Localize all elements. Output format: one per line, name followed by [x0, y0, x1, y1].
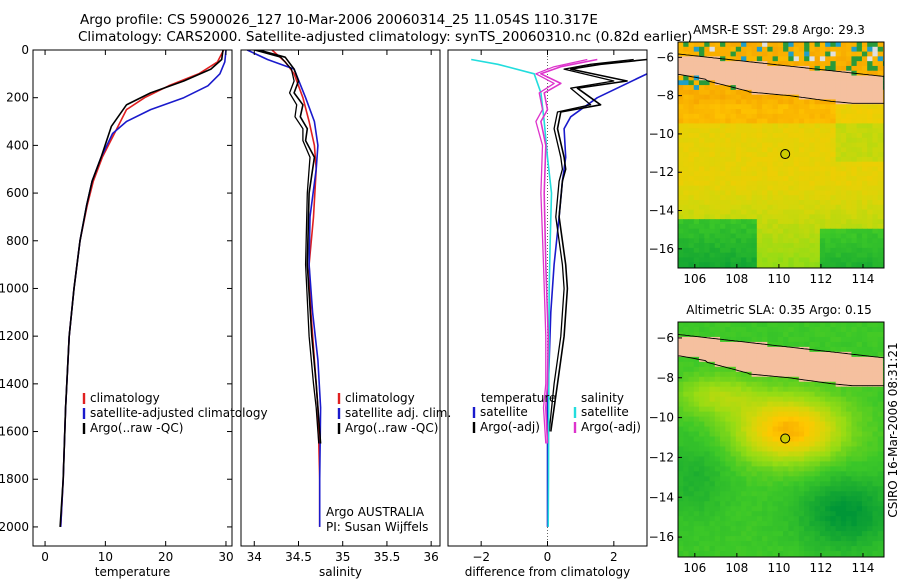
sla-map-ytick-label: −14 [649, 490, 674, 504]
sst-map-ytick-label: −14 [649, 204, 674, 218]
temperature-ytick-label: 200 [6, 91, 29, 105]
sla-map-xtick-label: 106 [683, 561, 706, 575]
legend-label: satellite-adjusted climatology [90, 406, 268, 420]
sla-map-ytick-label: −12 [649, 450, 674, 464]
temperature-series-0 [59, 50, 225, 527]
temperature-series-2 [59, 50, 224, 527]
sla-map-ytick-label: −8 [656, 371, 674, 385]
float-pi: PI: Susan Wijffels [326, 520, 428, 534]
temperature-ytick-label: 400 [6, 138, 29, 152]
sst-map-ytick-label: −10 [649, 127, 674, 141]
sla-map-title: Altimetric SLA: 0.35 Argo: 0.15 [686, 303, 871, 317]
temperature-xtick-label: 10 [98, 550, 113, 564]
sst-map-cells [678, 42, 884, 268]
difference-xtick-label: 2 [610, 550, 618, 564]
sst-map-frame [677, 41, 885, 269]
temperature-xtick-label: 20 [158, 550, 173, 564]
difference-series-1 [550, 58, 647, 432]
sst-map-title: AMSR-E SST: 29.8 Argo: 29.3 [693, 23, 865, 37]
salinity-xtick-label: 35.5 [374, 550, 401, 564]
salinity-frame [240, 49, 441, 547]
temperature-xlabel: temperature [95, 565, 170, 579]
difference-xtick-label: −2 [472, 550, 490, 564]
salinity-xtick-label: 34 [247, 550, 262, 564]
difference-xtick-label: 0 [544, 550, 552, 564]
temperature-ytick-label: 1400 [0, 377, 29, 391]
difference-series-0 [546, 73, 647, 527]
temperature-ytick-label: 800 [6, 234, 29, 248]
difference-xlabel: difference from climatology [465, 565, 631, 579]
sla-map-xtick-label: 110 [767, 561, 790, 575]
sla-map-coastline [678, 355, 884, 387]
legend-label: climatology [90, 391, 160, 405]
legend-label: Argo(-adj) [480, 420, 540, 434]
sla-map-xtick-label: 114 [852, 561, 875, 575]
sst-map-coastline [678, 74, 884, 104]
legend-label: Argo(..raw -QC) [345, 421, 438, 435]
temperature-ytick-label: 1000 [0, 281, 29, 295]
sst-map-ytick-label: −8 [656, 89, 674, 103]
salinity-series-0 [271, 50, 321, 527]
salinity-series-3 [254, 50, 320, 444]
legend-heading-temperature: temperature [481, 391, 556, 405]
sla-map-float-marker [780, 433, 791, 444]
sst-map-xtick-label: 108 [725, 272, 748, 286]
sla-map-frame [677, 321, 885, 558]
salinity-xlabel: salinity [319, 565, 362, 579]
sst-map-north-coast [678, 53, 884, 77]
difference-series-2 [548, 58, 634, 432]
legend-label: Argo(..raw -QC) [90, 421, 183, 435]
legend-heading-salinity: salinity [581, 391, 624, 405]
sst-map-xtick-label: 112 [809, 272, 832, 286]
temperature-series-1 [59, 50, 227, 527]
temperature-xtick-label: 0 [41, 550, 49, 564]
legend-label: satellite [480, 405, 528, 419]
float-institution: Argo AUSTRALIA [326, 505, 425, 519]
salinity-xtick-label: 34.5 [285, 550, 312, 564]
sst-map-xtick-label: 114 [852, 272, 875, 286]
temperature-ytick-label: 600 [6, 186, 29, 200]
header-line-2: Climatology: CARS2000. Satellite-adjuste… [78, 29, 693, 45]
sst-map-ytick-label: −6 [656, 50, 674, 64]
difference-series-3 [471, 58, 553, 527]
salinity-xtick-label: 36 [424, 550, 439, 564]
difference-series-4 [540, 58, 598, 444]
legend-label: climatology [345, 391, 415, 405]
salinity-xtick-label: 35 [335, 550, 350, 564]
sla-map-cells [678, 322, 884, 557]
sst-map-xtick-label: 106 [683, 272, 706, 286]
legend-label: satellite adj. clim. [345, 406, 451, 420]
temperature-ytick-label: 0 [21, 43, 29, 57]
sla-map-ytick-label: −6 [656, 331, 674, 345]
salinity-panel: 34 34.5 35 35.5 36 salinity climatologysatelli… [240, 49, 451, 579]
sla-map-panel: 106 108 110 112 114 −6 −8 −10 −12 −14 −16 Altimetri… [649, 303, 885, 575]
temperature-ytick-label: 2000 [0, 520, 29, 534]
sla-map-xtick-label: 108 [725, 561, 748, 575]
temperature-ytick-label: 1800 [0, 472, 29, 486]
legend-label: satellite [581, 405, 629, 419]
sla-map-ytick-label: −10 [649, 411, 674, 425]
sst-map-xtick-label: 110 [767, 272, 790, 286]
sla-map-ytick-label: −16 [649, 530, 674, 544]
sla-map-north-coast [678, 333, 884, 359]
sla-map-xtick-label: 112 [809, 561, 832, 575]
temperature-panel: 0 10 20 30 0 200 400 600 800 1000 1200 1400 1600 1800… [0, 43, 268, 579]
sst-map-ytick-label: −16 [649, 242, 674, 256]
temperature-frame [32, 49, 233, 547]
sst-map-panel: 106 108 110 112 114 −6 −8 −10 −12 −14 −16 AMSR-E SS… [649, 23, 885, 286]
temperature-ytick-label: 1600 [0, 425, 29, 439]
legend-label: Argo(-adj) [581, 420, 641, 434]
temperature-xtick-label: 30 [218, 550, 233, 564]
temperature-ytick-label: 1200 [0, 329, 29, 343]
salinity-series-2 [258, 50, 322, 444]
sst-map-ytick-label: −12 [649, 165, 674, 179]
header-line-1: Argo profile: CS 5900026_127 10-Mar-2006… [80, 12, 598, 28]
sst-map-float-marker [780, 149, 791, 160]
difference-series-5 [535, 58, 588, 444]
